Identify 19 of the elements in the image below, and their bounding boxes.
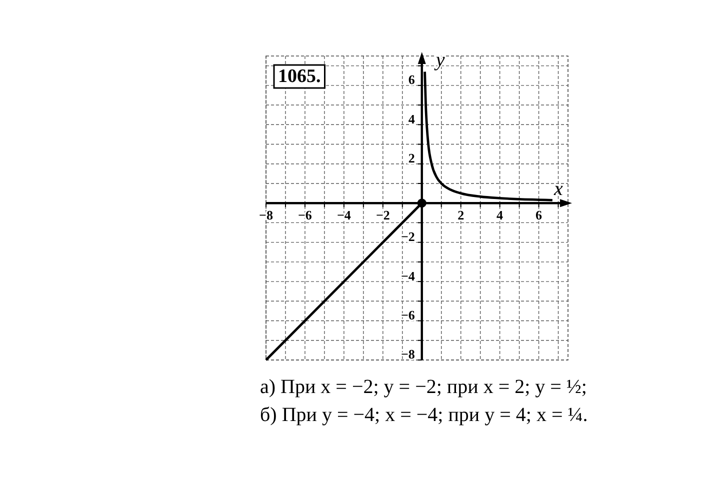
- y-tick-label: −6: [400, 307, 416, 322]
- x-tick-label: −8: [259, 207, 274, 222]
- y-tick-label: −2: [400, 229, 415, 244]
- text: а) При x = −2; y = −2; при x = 2; y = ½;: [260, 376, 587, 398]
- x-tick-label: 6: [536, 207, 543, 222]
- y-tick-label: 6: [408, 72, 416, 88]
- x-axis-title: x: [553, 178, 563, 200]
- y-tick-label: −4: [400, 268, 416, 284]
- text: 1065.: [278, 66, 321, 87]
- text: б) При y = −4; x = −4; при y = 4; x = ¼.: [260, 404, 588, 426]
- x-tick-label: 2: [458, 207, 464, 222]
- y-tick-label: 2: [408, 150, 415, 166]
- x-tick-label: −4: [336, 207, 352, 222]
- x-tick-label: 4: [496, 207, 504, 222]
- x-tick-label: −2: [376, 207, 390, 222]
- x-tick-label: −6: [298, 207, 312, 222]
- y-axis-title: y: [434, 49, 445, 71]
- y-tick-label: −8: [400, 346, 416, 362]
- y-tick-label: 4: [408, 111, 416, 126]
